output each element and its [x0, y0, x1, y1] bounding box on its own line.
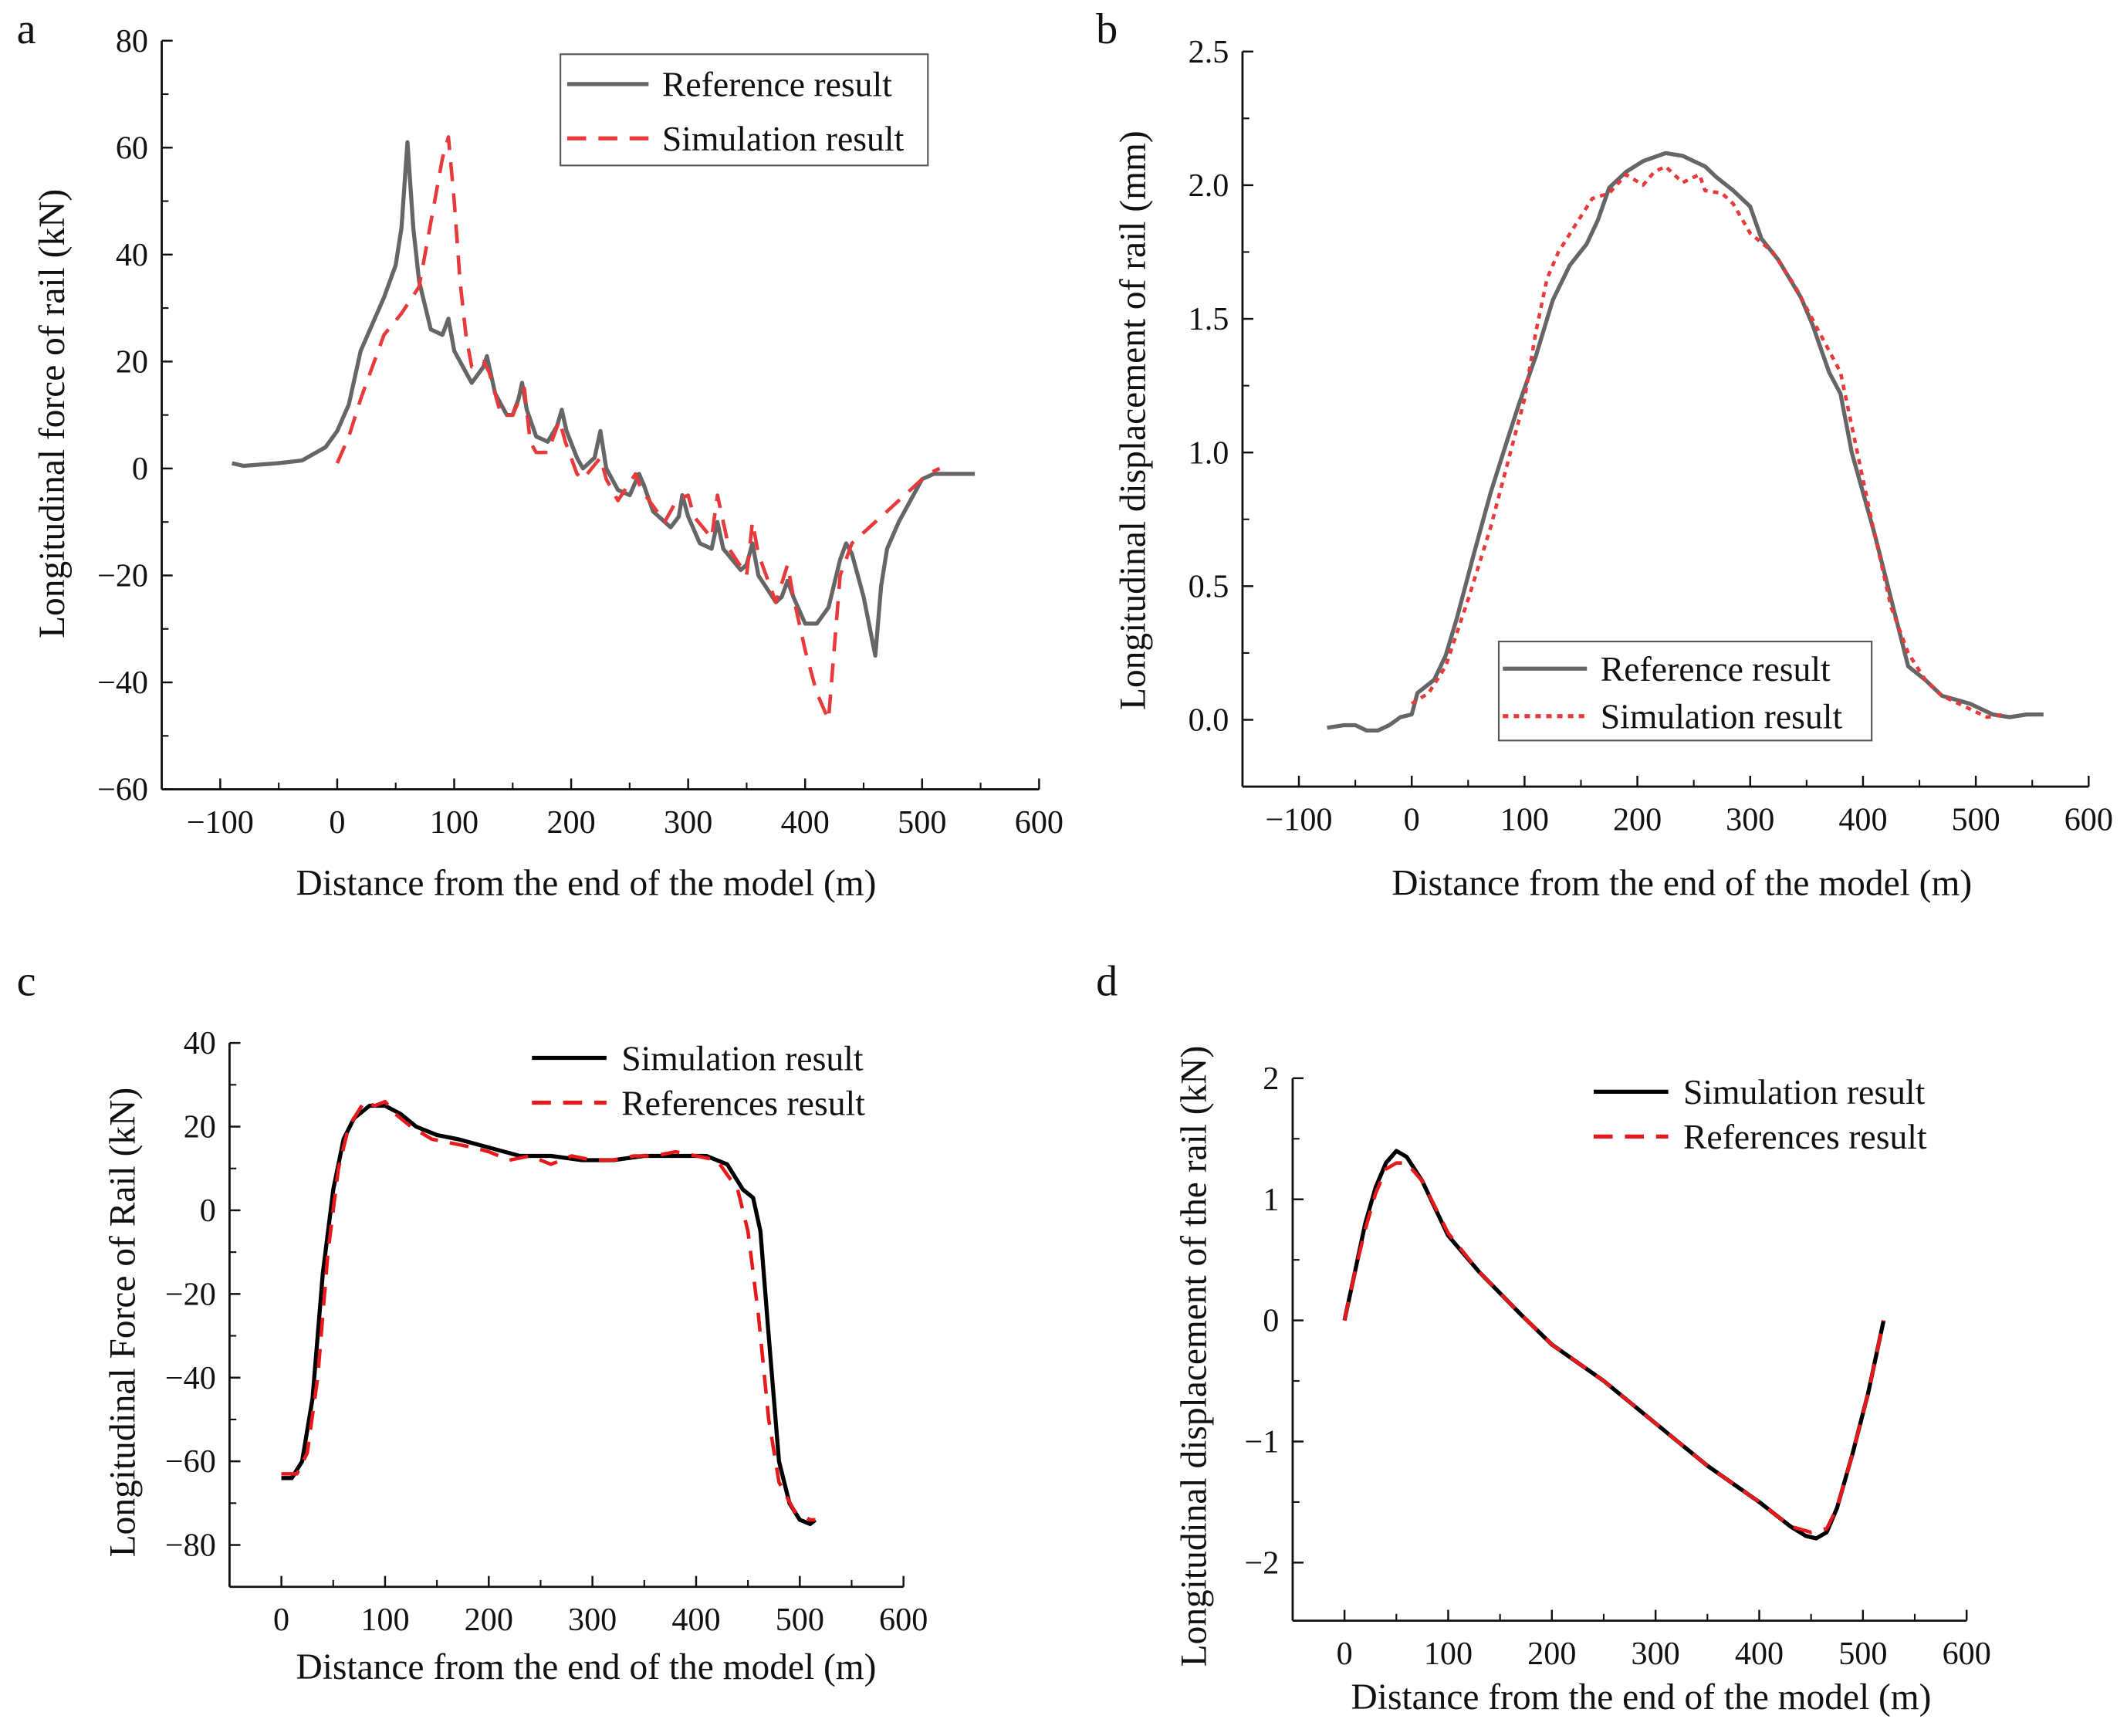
y-tick-label: −80: [165, 1528, 216, 1564]
x-tick-label: 0: [1404, 801, 1420, 838]
legend-label: Simulation result: [1601, 697, 1843, 736]
chart-panel-a: a −100 0 100 200 300 400 500 600 −60 −40 −20 0 20 40 60…: [17, 5, 1064, 903]
series-line-simulation-result: [281, 1103, 817, 1527]
y-tick-label: −40: [97, 665, 148, 701]
y-tick-label: −60: [165, 1443, 216, 1480]
y-tick-label: 80: [116, 23, 148, 59]
x-axis-label: Distance from the end of the model (m): [1392, 864, 1972, 904]
x-tick-label: 100: [360, 1602, 409, 1638]
x-tick-label: 100: [1424, 1636, 1473, 1672]
legend: Reference result Simulation result: [1497, 641, 1873, 742]
y-tick-label: −2: [1245, 1545, 1280, 1581]
legend-box: [560, 53, 929, 167]
chart-panel-b: b −100 0 100 200 300 400 500 600 0.0 0.5 1.0 1.5 2.0 2…: [1096, 5, 2113, 903]
x-tick-label: 500: [1838, 1636, 1887, 1672]
x-tick-label: 300: [664, 804, 712, 841]
y-tick-label: 2.5: [1189, 34, 1229, 70]
y-tick-label: 40: [116, 237, 148, 273]
x-tick-label: 600: [1015, 804, 1064, 841]
series-line-simulation-result: [1342, 1149, 1886, 1541]
legend-label: References result: [621, 1083, 865, 1122]
x-tick-label: 600: [879, 1602, 928, 1638]
legend: Simulation result References result: [532, 1038, 865, 1122]
x-tick-label: 0: [273, 1602, 289, 1638]
series-line-reference-result: [231, 140, 976, 658]
y-tick-label: 20: [184, 1109, 216, 1145]
chart-panel-c: c 0 100 200 300 400 500 600 −80 −60 −40 −20 0 20 40 Dis…: [17, 958, 928, 1688]
x-axis-label: Distance from the end of the model (m): [1351, 1677, 1932, 1717]
y-axis-label: Longitudinal displacement of the rail (k…: [1174, 1046, 1214, 1667]
y-tick-label: 40: [184, 1025, 216, 1061]
x-tick-label: 400: [1735, 1636, 1784, 1672]
legend-label: Reference result: [662, 65, 892, 104]
series-line-references-result: [281, 1099, 816, 1522]
x-tick-label: 200: [465, 1602, 513, 1638]
y-tick-label: 20: [116, 343, 148, 380]
x-tick-label: 400: [671, 1602, 720, 1638]
panel-label: d: [1096, 958, 1118, 1006]
x-tick-label: 300: [1632, 1636, 1680, 1672]
x-tick-label: 500: [776, 1602, 824, 1638]
y-tick-label: 1: [1263, 1182, 1279, 1218]
y-tick-label: 0.5: [1189, 568, 1229, 604]
y-tick-label: 0.0: [1189, 702, 1229, 739]
legend-label: Simulation result: [662, 119, 905, 158]
x-axis-label: Distance from the end of the model (m): [296, 1647, 877, 1687]
panel-label: a: [17, 5, 36, 53]
x-tick-label: 300: [1726, 801, 1774, 838]
x-tick-label: 500: [898, 804, 946, 841]
y-tick-label: −20: [165, 1276, 216, 1312]
y-tick-label: 0: [132, 451, 148, 487]
x-tick-label: 400: [781, 804, 830, 841]
y-tick-label: −60: [97, 772, 148, 808]
y-tick-label: −1: [1245, 1424, 1280, 1460]
x-tick-label: 600: [1943, 1636, 1991, 1672]
x-tick-label: 500: [1952, 801, 2000, 838]
x-axis-label: Distance from the end of the model (m): [296, 864, 877, 904]
legend-box: [1497, 641, 1873, 742]
x-tick-label: 200: [546, 804, 595, 841]
legend-label: References result: [1683, 1117, 1927, 1156]
x-tick-label: −100: [187, 804, 254, 841]
legend: Simulation result References result: [1593, 1072, 1927, 1156]
x-tick-label: 600: [2064, 801, 2113, 838]
x-tick-label: 200: [1527, 1636, 1576, 1672]
y-tick-label: 1.0: [1189, 435, 1229, 471]
series-line-simulation-result: [1410, 164, 2005, 719]
y-tick-label: 0: [200, 1193, 216, 1229]
series-line-references-result: [1342, 1161, 1885, 1535]
y-tick-label: 2.0: [1189, 168, 1229, 204]
y-tick-label: 1.5: [1189, 301, 1229, 337]
legend-label: Reference result: [1601, 649, 1831, 689]
x-tick-label: 100: [1500, 801, 1549, 838]
x-tick-label: 300: [568, 1602, 617, 1638]
y-axis-label: Longitudinal displacement of rail (mm): [1113, 130, 1153, 710]
x-tick-label: 0: [1337, 1636, 1353, 1672]
panel-label: c: [17, 958, 36, 1006]
y-axis-label: Longitudinal force of rail (kN): [32, 189, 73, 638]
x-tick-label: 400: [1838, 801, 1887, 838]
y-tick-label: 60: [116, 130, 148, 166]
series-line-simulation-result: [335, 135, 941, 722]
y-axis-label: Longitudinal Force of Rail (kN): [103, 1088, 143, 1557]
y-tick-label: 2: [1263, 1061, 1279, 1097]
panel-label: b: [1096, 5, 1118, 53]
x-tick-label: 100: [430, 804, 478, 841]
x-tick-label: −100: [1266, 801, 1333, 838]
y-tick-label: −20: [97, 558, 148, 594]
y-tick-label: 0: [1263, 1303, 1279, 1339]
x-tick-label: 0: [329, 804, 345, 841]
x-tick-label: 200: [1613, 801, 1662, 838]
legend-label: Simulation result: [1683, 1072, 1926, 1112]
y-tick-label: −40: [165, 1360, 216, 1396]
legend-label: Simulation result: [621, 1038, 864, 1078]
chart-panel-d: d 0 100 200 300 400 500 600 −2 −1 0 1 2 Distance from…: [1096, 958, 1991, 1717]
legend: Reference result Simulation result: [560, 53, 929, 167]
